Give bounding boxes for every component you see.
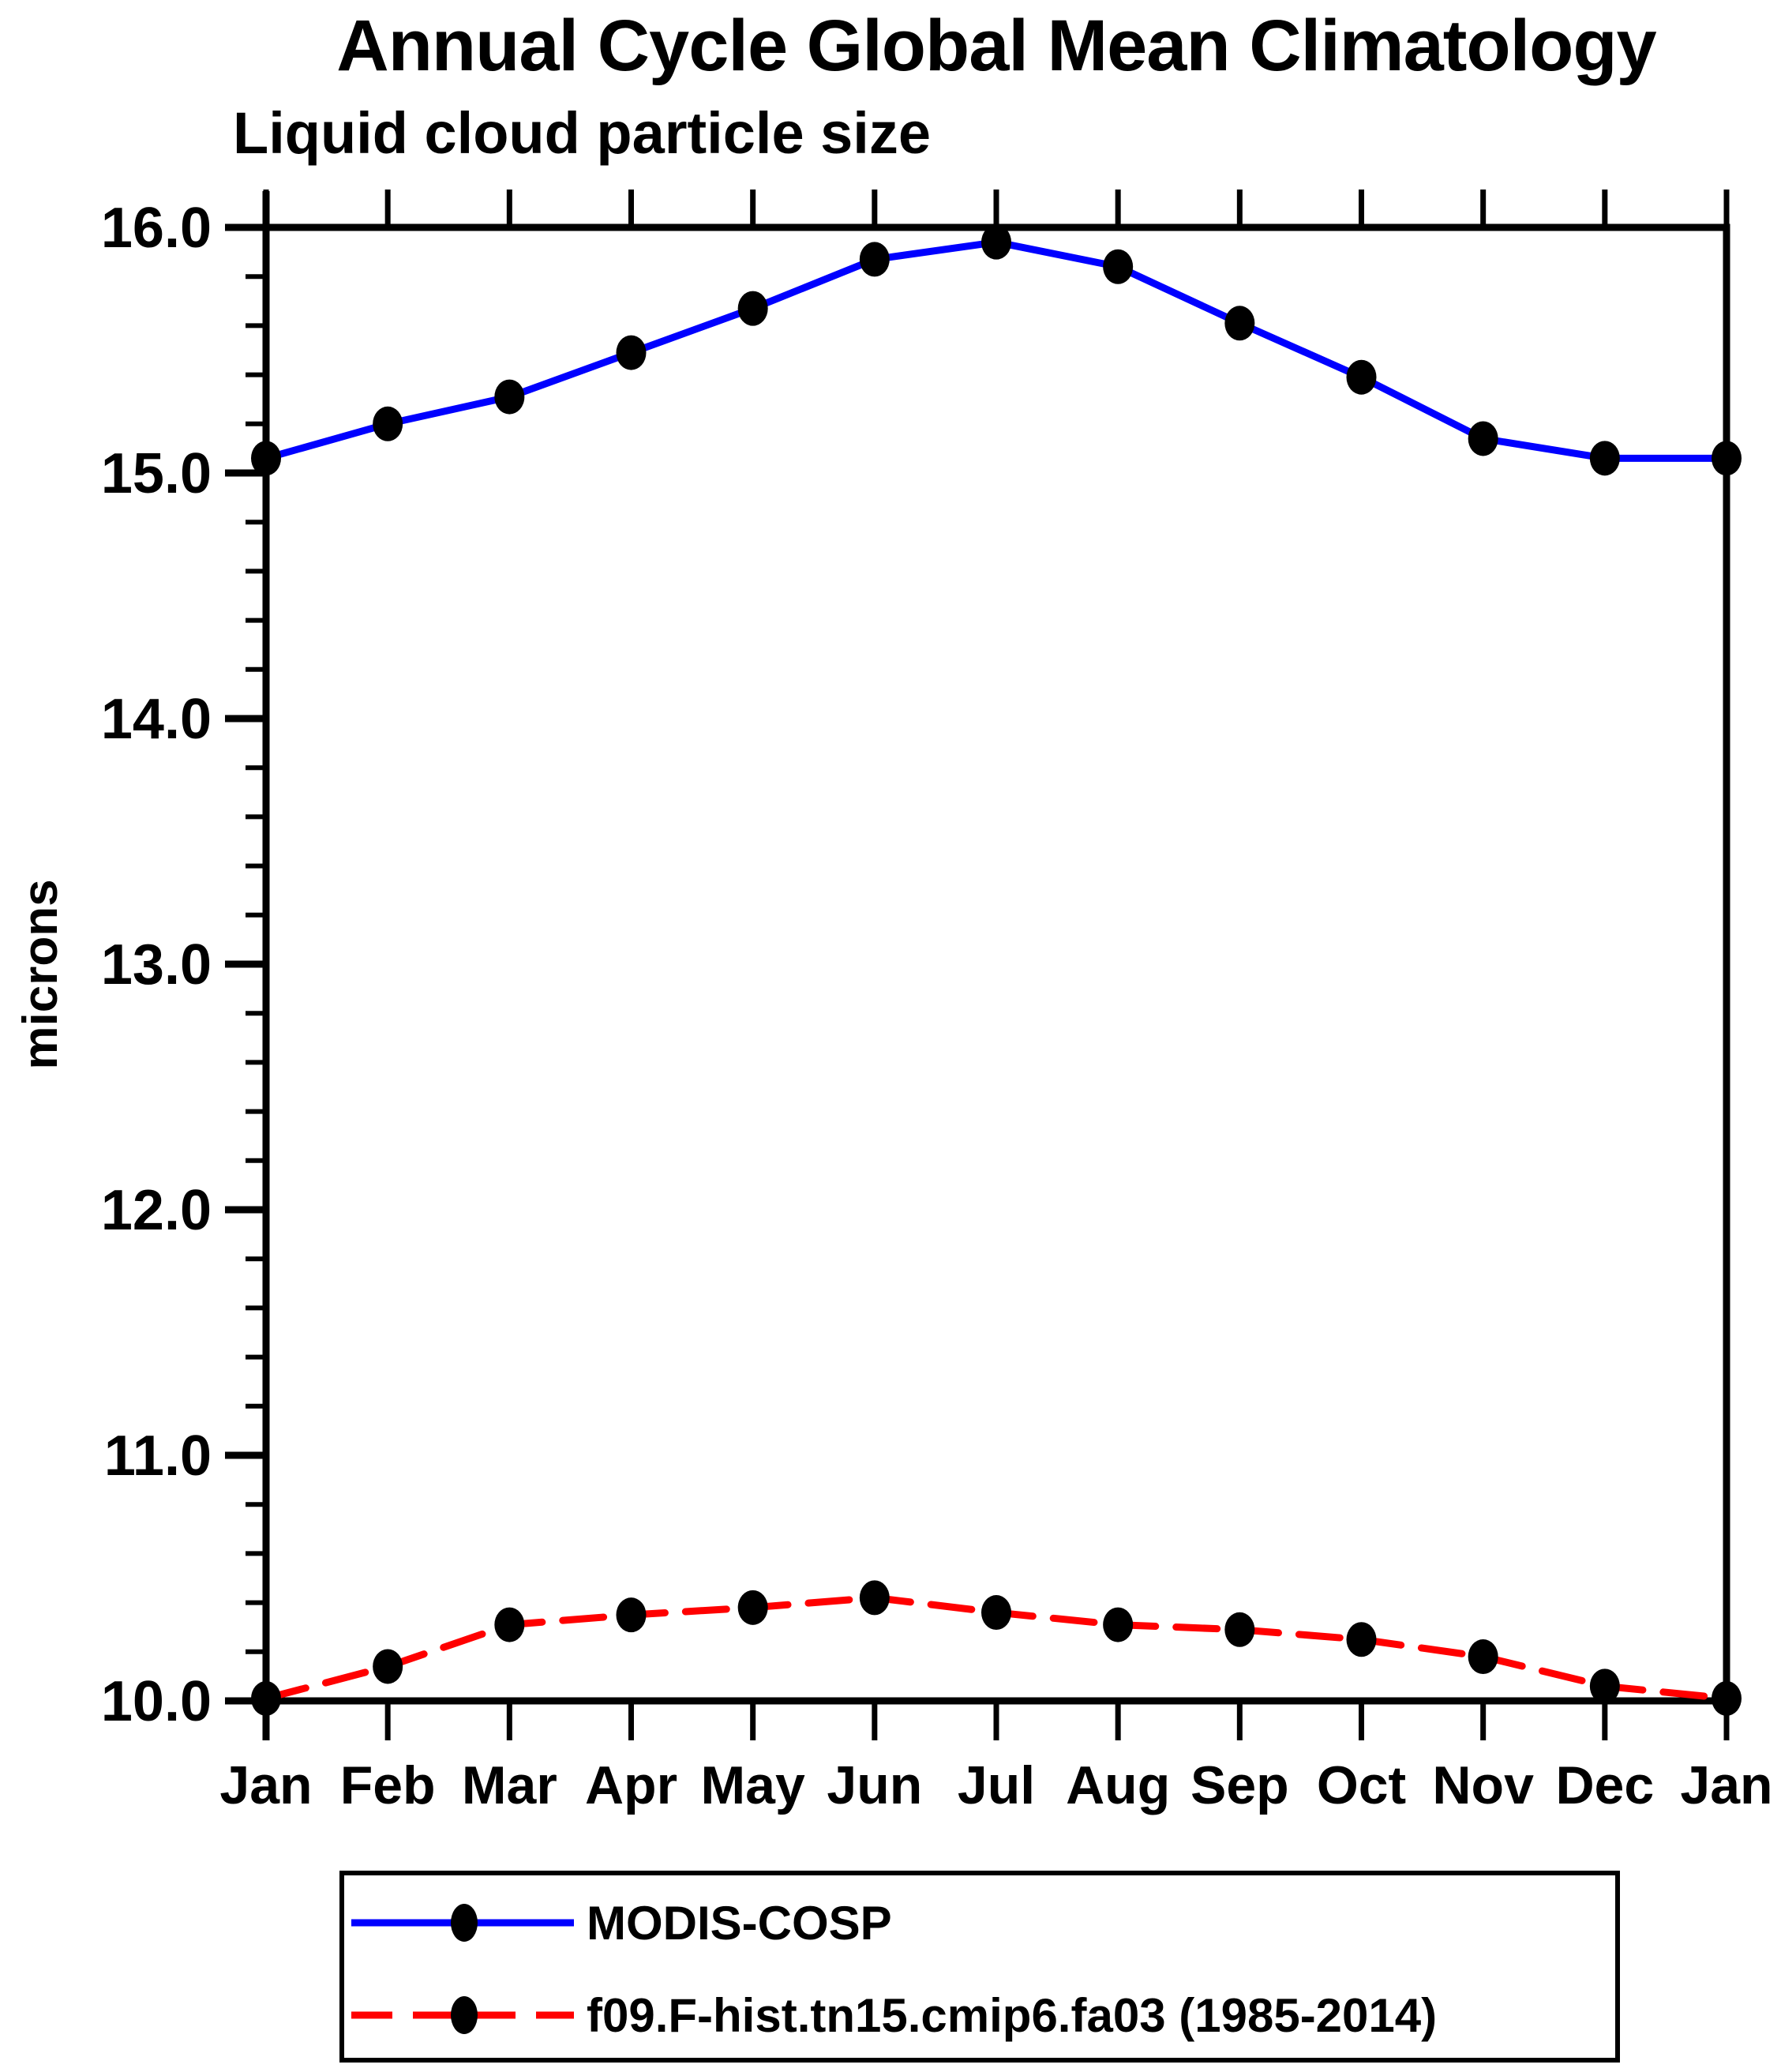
legend-swatch-model xyxy=(351,1996,574,2034)
legend-label-model: f09.F-hist.tn15.cmip6.fa03 (1985-2014) xyxy=(587,1988,1438,2042)
data-point-marker xyxy=(1589,1668,1620,1704)
x-tick-label: Aug xyxy=(1066,1755,1170,1815)
x-tick-label: Jan xyxy=(219,1755,312,1815)
x-tick-label: Nov xyxy=(1432,1755,1534,1815)
data-point-marker xyxy=(981,224,1011,260)
data-point-marker xyxy=(616,1597,647,1633)
chart-title: Annual Cycle Global Mean Climatology xyxy=(336,6,1656,86)
x-tick-label: Apr xyxy=(585,1755,677,1815)
x-tick-label: Dec xyxy=(1555,1755,1654,1815)
data-point-marker xyxy=(251,1680,281,1716)
data-point-marker xyxy=(1224,306,1255,341)
legend-entry-modis-cosp: MODIS-COSP xyxy=(350,1879,892,1966)
data-point-marker xyxy=(1712,1680,1742,1716)
data-point-marker xyxy=(1224,1612,1255,1647)
data-point-marker xyxy=(1103,249,1134,284)
data-point-marker xyxy=(859,1580,890,1616)
data-point-marker xyxy=(737,291,768,326)
series-line-obs xyxy=(262,238,1730,462)
data-point-marker xyxy=(859,242,890,277)
y-tick-label: 13.0 xyxy=(101,933,212,997)
data-point-marker xyxy=(1468,421,1498,456)
legend-marker-icon xyxy=(451,1996,478,2034)
x-tick-label: Mar xyxy=(462,1755,557,1815)
data-point-marker xyxy=(494,1607,525,1642)
data-point-marker xyxy=(1468,1639,1498,1675)
y-tick-label: 12.0 xyxy=(101,1179,212,1242)
legend-label-modis-cosp: MODIS-COSP xyxy=(587,1896,892,1950)
plot-frame xyxy=(262,223,1730,1705)
legend-marker-icon xyxy=(451,1904,478,1942)
data-point-marker xyxy=(251,441,281,476)
data-point-marker xyxy=(616,335,647,370)
data-point-marker xyxy=(737,1590,768,1625)
x-tick-label: Feb xyxy=(340,1755,436,1815)
y-tick-label: 15.0 xyxy=(101,442,212,505)
x-tick-label: Jun xyxy=(827,1755,922,1815)
data-point-marker xyxy=(373,406,403,441)
x-tick-label: May xyxy=(701,1755,805,1815)
data-point-marker xyxy=(1346,1622,1377,1657)
x-tick-label: Sep xyxy=(1190,1755,1289,1815)
data-point-marker xyxy=(494,379,525,415)
chart-subtitle: Liquid cloud particle size xyxy=(233,100,932,166)
y-tick-label: 11.0 xyxy=(104,1424,212,1488)
data-point-marker xyxy=(1346,359,1377,395)
data-point-marker xyxy=(981,1595,1011,1631)
legend-swatch-modis-cosp xyxy=(351,1904,574,1942)
y-tick-label: 14.0 xyxy=(101,688,212,751)
data-point-marker xyxy=(373,1649,403,1684)
y-tick-label: 10.0 xyxy=(101,1670,212,1733)
legend: MODIS-COSP f09.F-hist.tn15.cmip6.fa03 (1… xyxy=(339,1871,1620,2063)
data-point-marker xyxy=(1103,1607,1134,1642)
data-point-marker xyxy=(1589,441,1620,476)
data-point-marker xyxy=(1712,441,1742,476)
x-tick-label: Oct xyxy=(1317,1755,1406,1815)
x-tick-label: Jan xyxy=(1680,1755,1772,1815)
x-tick-label: Jul xyxy=(958,1755,1035,1815)
y-tick-label: 16.0 xyxy=(101,197,212,260)
legend-entry-model: f09.F-hist.tn15.cmip6.fa03 (1985-2014) xyxy=(350,1972,1437,2059)
